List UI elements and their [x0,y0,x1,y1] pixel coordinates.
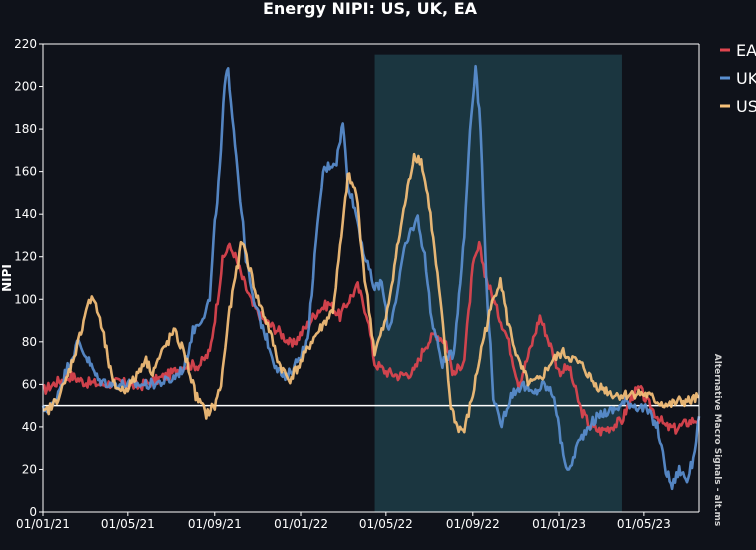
x-tick-label: 01/01/21 [16,517,70,531]
legend: EA UK US [720,41,756,116]
y-tick-label: 100 [14,292,37,306]
y-tick-label: 60 [22,377,37,391]
legend-label-us: US [736,97,756,116]
y-tick-label: 0 [29,505,37,519]
y-tick-label: 200 [14,80,37,94]
series-line-us [42,152,700,434]
x-tick-label: 01/05/21 [101,517,155,531]
y-tick-label: 40 [22,420,37,434]
x-tick-label: 01/09/21 [188,517,242,531]
y-tick-label: 20 [22,462,37,476]
x-tick-label: 01/09/22 [446,517,500,531]
y-tick-label: 120 [14,250,37,264]
x-tick-label: 01/01/23 [532,517,586,531]
y-tick-label: 220 [14,37,37,51]
legend-label-uk: UK [736,69,756,88]
y-tick-label: 160 [14,165,37,179]
y-tick-label: 80 [22,335,37,349]
series-line-uk [41,64,701,491]
x-tick-label: 01/05/22 [359,517,413,531]
x-tick-label: 01/05/23 [617,517,671,531]
legend-label-ea: EA [736,41,756,60]
y-tick-label: 180 [14,122,37,136]
y-axis-title: NIPI [0,264,14,292]
y-tick-label: 140 [14,207,37,221]
shaded-region [374,54,622,513]
chart-title: Energy NIPI: US, UK, EA [263,0,478,18]
watermark: Alternative Macro Signals - alt.ms [712,354,722,527]
x-tick-label: 01/01/22 [274,517,328,531]
